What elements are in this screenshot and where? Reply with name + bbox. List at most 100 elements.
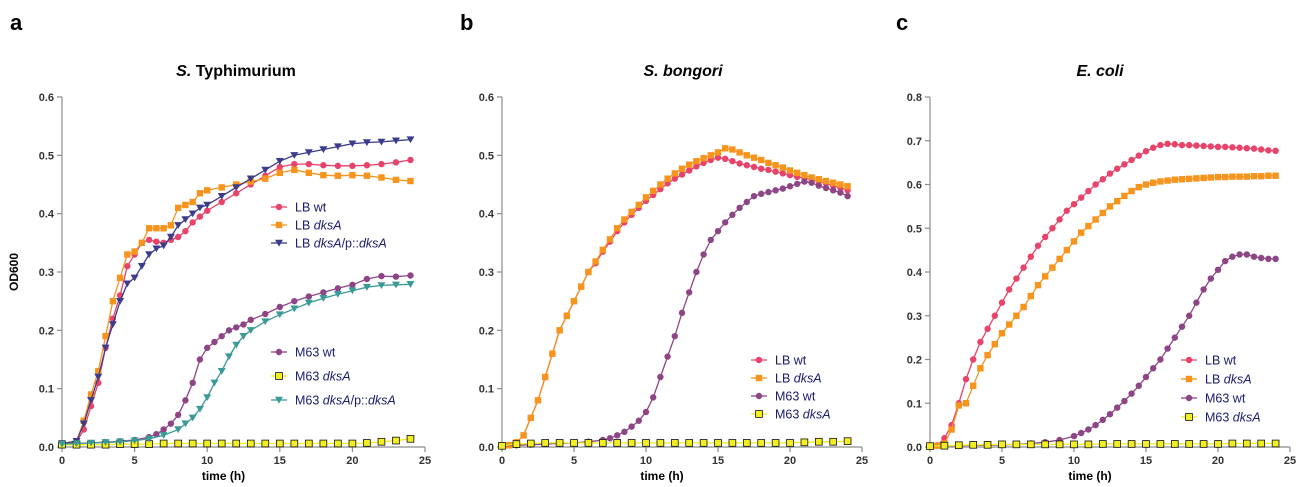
data-point [304,149,313,157]
data-point [700,251,707,258]
data-point [1193,299,1200,306]
data-point [189,219,196,226]
data-point [678,171,686,178]
data-point [174,222,183,229]
data-point [333,290,342,298]
data-point [1171,141,1179,148]
data-point [1078,229,1085,236]
data-point [167,420,175,427]
data-point [786,439,794,447]
data-point [1200,142,1207,150]
plot-area-b: 0.0 0.1 0.2 0.3 0.4 0.5 0.6 0 5 10 15 20 25 time (h) L… [479,92,868,483]
data-point [290,305,299,313]
data-point [1099,440,1107,448]
data-point [729,157,736,165]
data-point [664,175,671,182]
legend-item-lb-dksa: LB dksA [751,372,822,386]
data-point [843,437,852,445]
data-point [1070,432,1078,440]
data-point [1193,142,1200,149]
y-tick-label: 0.6 [479,92,494,104]
data-point [750,154,758,161]
data-point [319,439,328,448]
data-point [72,440,81,448]
data-point [1106,170,1114,177]
series-line-lb-dksa [929,175,1276,447]
data-point [407,156,414,164]
y-axis-label: OD600 [7,253,21,291]
data-point [304,299,313,307]
data-point [642,408,650,416]
data-point [145,225,153,232]
data-point [1027,440,1035,449]
data-point [1214,440,1222,448]
data-point [102,332,109,340]
data-point [378,160,385,168]
data-point [1186,312,1193,319]
data-point [377,138,386,146]
data-point [203,439,212,448]
panel-b: b S. bongori 0.0 0.1 0.2 0.3 0.4 0.5 0.6 0 5 10 15… [460,10,868,483]
legend-swatch-marker [1185,413,1193,421]
data-point [247,316,254,324]
data-point [1250,253,1258,260]
data-point [392,273,400,280]
data-point [686,167,693,174]
data-point [1265,172,1272,179]
data-point [291,297,298,305]
data-point [377,282,386,290]
data-point [801,171,808,179]
x-axis-label: time (h) [640,469,683,483]
data-point [1271,439,1280,448]
x-axis-label: time (h) [202,469,245,483]
data-point [1265,147,1272,154]
data-point [570,297,578,305]
data-point [686,161,693,168]
data-point [693,157,700,165]
data-point [188,414,197,422]
data-point [830,187,837,194]
data-point [613,439,621,447]
panel-c: c E. coli 0.0 0.1 0.2 0.3 0.4 0.5 0.6 0.7 0.8 0 5 1… [896,10,1296,483]
legend-swatch-marker [275,396,283,404]
legend-label: LB dksA [295,219,342,233]
data-point [977,338,984,346]
data-point [1229,144,1236,151]
data-point [145,251,154,259]
data-point [955,441,963,450]
data-point [714,154,722,161]
legend-label: LB wt [775,354,807,368]
data-point [363,162,371,169]
data-point [671,170,678,177]
y-tick-label: 0.5 [907,223,922,235]
data-point [407,177,414,185]
data-point [1214,266,1222,274]
legend-label: LB wt [1205,354,1237,368]
data-point [1085,187,1092,195]
data-point [1078,429,1085,437]
data-point [970,356,977,363]
data-point [693,163,700,170]
y-tick-label: 0.1 [479,384,494,396]
x-tick-label: 25 [856,455,868,467]
legend-item-m63-dksa: M63 dksA [1181,411,1261,425]
data-point [498,442,506,450]
data-point [87,439,96,447]
data-point [319,146,328,154]
data-point [578,283,585,290]
data-point [1013,275,1020,282]
legend-item-lb-wt: LB wt [751,354,807,368]
data-point [1229,173,1236,180]
data-point [392,436,400,445]
data-point [722,155,729,163]
y-tick-label: 0.3 [907,311,922,323]
data-point [984,351,991,359]
legend-item-lb-dksa-p-dksa: LB dksA/p::dksA [271,237,387,251]
data-point [829,437,837,446]
data-point [686,289,693,296]
data-point [1150,179,1157,186]
data-point [232,439,241,448]
data-point [363,275,371,283]
data-point [786,183,794,190]
data-point [290,152,299,159]
